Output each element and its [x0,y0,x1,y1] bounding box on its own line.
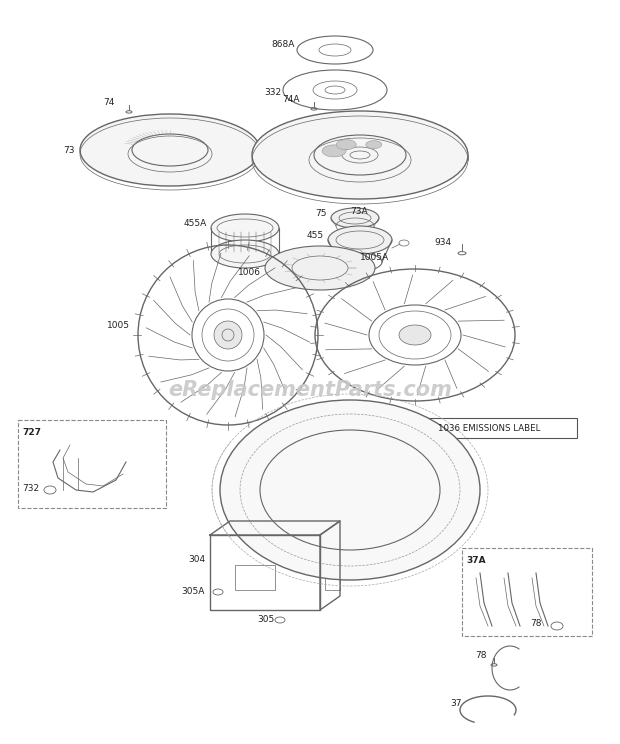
Ellipse shape [366,141,382,149]
Text: 305A: 305A [182,588,205,597]
Text: 75: 75 [316,208,327,217]
Text: 455A: 455A [184,219,207,228]
Text: 1005A: 1005A [360,252,389,261]
Ellipse shape [336,140,356,150]
Ellipse shape [322,145,346,157]
Ellipse shape [211,240,279,268]
Ellipse shape [214,321,242,349]
Ellipse shape [328,226,392,254]
Text: 305: 305 [258,615,275,624]
Bar [325,570,340,590]
Text: 74A: 74A [283,94,300,103]
Bar [402,418,577,438]
Text: eReplacementParts.com: eReplacementParts.com [168,380,452,400]
Text: 332: 332 [264,88,281,97]
Bar [462,548,592,636]
Text: 1006: 1006 [238,268,261,277]
Text: 455: 455 [307,231,324,240]
Ellipse shape [399,325,431,345]
Text: 934: 934 [435,237,452,246]
Text: 78: 78 [476,650,487,659]
Ellipse shape [252,111,468,199]
Text: 37: 37 [451,699,462,708]
Text: 732: 732 [22,484,39,493]
Text: 73: 73 [63,146,75,155]
Ellipse shape [220,400,480,580]
Text: 73A: 73A [350,207,368,216]
Text: 304: 304 [188,556,205,565]
Ellipse shape [265,246,375,290]
Bar [18,420,166,508]
Text: 1036 EMISSIONS LABEL: 1036 EMISSIONS LABEL [438,423,541,432]
Bar [235,565,275,590]
Text: 1005: 1005 [107,321,130,330]
Text: 37A: 37A [466,556,485,565]
Text: 868A: 868A [272,39,295,48]
Ellipse shape [331,208,379,228]
Ellipse shape [211,214,279,242]
Ellipse shape [80,114,260,186]
Text: 74: 74 [104,97,115,106]
Text: 78: 78 [530,620,541,629]
Text: 727: 727 [22,428,41,437]
